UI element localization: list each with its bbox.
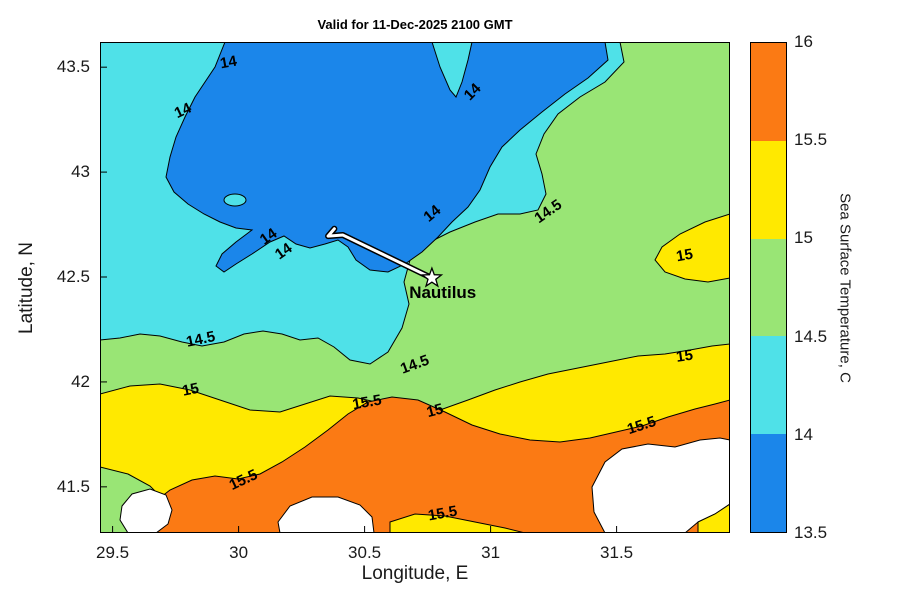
- y-axis-label: Latitude, N: [16, 242, 37, 334]
- colorbar-tick-label: 15: [794, 228, 813, 248]
- colorbar-label: Sea Surface Temperature, C: [836, 193, 854, 383]
- ship-track: [326, 227, 434, 280]
- contour-region-cyan-spot: [223, 193, 247, 207]
- x-tick-label: 30.5: [348, 543, 382, 562]
- sst-contour-map: 14141414141414.514.514.51515151515.515.5…: [100, 42, 730, 533]
- y-tick-label: 41.5: [56, 476, 90, 496]
- colorbar-segment-14-14.5: [751, 336, 786, 435]
- colorbar-segment-14.5-15: [751, 238, 786, 337]
- x-tick-label: 31: [481, 543, 501, 562]
- ship-star-marker: [420, 266, 444, 288]
- contour-label: 15: [181, 380, 201, 400]
- x-tick-label: 31.5: [600, 543, 634, 562]
- contour-region-blue-13p5-14: [165, 42, 609, 273]
- contour-label: 15: [675, 347, 694, 366]
- contour-label: 15.5: [351, 391, 383, 413]
- colorbar-segment-13.5-14: [751, 434, 786, 532]
- contour-label: 14: [172, 99, 195, 122]
- colorbar-tick-label: 15.5: [794, 130, 828, 150]
- contour-label: 15.5: [427, 503, 459, 525]
- contour-region-orange-15p5-16: [151, 396, 730, 533]
- y-tick-label: 43: [71, 162, 90, 182]
- contour-region-yellow-bottom-sliver: [389, 513, 526, 533]
- contour-region-land-white-right: [591, 437, 730, 533]
- y-tick-label: 43.5: [56, 57, 90, 77]
- contour-label: 14.5: [185, 328, 217, 351]
- figure-title: Valid for 11-Dec-2025 2100 GMT: [317, 17, 513, 32]
- contour-region-yellow-right-15-15p5: [654, 213, 730, 283]
- ship-name-label: Nautilus: [409, 283, 476, 302]
- colorbar-tick-label: 14: [794, 424, 813, 444]
- colorbar-tick-label: 13.5: [794, 523, 828, 542]
- colorbar: [750, 42, 787, 533]
- y-tick-label: 42.5: [56, 267, 90, 286]
- x-tick-label: 30: [229, 543, 249, 562]
- x-axis-label: Longitude, E: [361, 563, 469, 584]
- contour-label: 15: [675, 246, 694, 266]
- contour-region-yellow-corner: [697, 503, 730, 533]
- contour-label: 15: [425, 400, 446, 421]
- ship-track-group: Nautilus: [325, 225, 476, 302]
- colorbar-segment-15.5-16: [751, 43, 786, 141]
- colorbar-tick-label: 16: [794, 32, 813, 51]
- contour-regions: [100, 42, 730, 533]
- x-tick-label: 29.5: [96, 543, 130, 562]
- colorbar-segment-15-15.5: [751, 140, 786, 239]
- axes-box: [100, 42, 730, 533]
- contour-label: 14: [219, 53, 239, 73]
- contour-region-land-white-left: [119, 488, 173, 533]
- contour-region-land-white-center: [277, 496, 375, 533]
- y-tick-label: 42: [71, 371, 90, 391]
- colorbar-tick-label: 14.5: [794, 326, 828, 346]
